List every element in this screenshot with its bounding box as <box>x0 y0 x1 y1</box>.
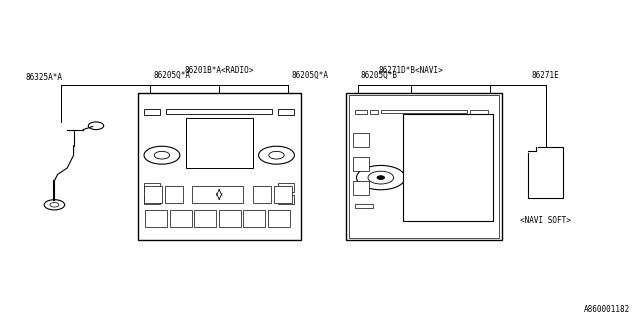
Text: 86205Q*B: 86205Q*B <box>360 71 397 80</box>
Bar <box>144 183 160 192</box>
Bar <box>144 186 162 203</box>
Bar <box>346 93 502 240</box>
Bar <box>349 95 499 238</box>
Bar <box>528 147 563 198</box>
Circle shape <box>154 151 170 159</box>
Bar <box>195 210 216 227</box>
Bar <box>268 210 290 227</box>
Bar <box>219 210 241 227</box>
Circle shape <box>144 146 180 164</box>
Circle shape <box>88 122 104 130</box>
Bar <box>278 109 294 115</box>
Bar <box>186 118 253 168</box>
Bar <box>144 195 160 204</box>
Text: 86205Q*A: 86205Q*A <box>291 71 328 80</box>
Bar <box>353 157 369 171</box>
Text: 86201B*A<RADIO>: 86201B*A<RADIO> <box>184 66 254 75</box>
Bar <box>166 109 272 114</box>
Text: 86271E: 86271E <box>532 71 559 80</box>
Bar <box>403 114 493 221</box>
Circle shape <box>269 151 284 159</box>
Bar <box>274 186 292 203</box>
Bar <box>145 210 167 227</box>
Bar <box>192 186 243 203</box>
Bar <box>278 195 294 204</box>
Bar <box>278 183 294 192</box>
Text: A860001182: A860001182 <box>584 305 630 314</box>
Bar <box>355 204 373 208</box>
Text: 86205Q*A: 86205Q*A <box>154 71 191 80</box>
Circle shape <box>50 203 59 207</box>
Bar <box>355 110 367 114</box>
Circle shape <box>377 176 385 180</box>
Bar <box>370 110 378 114</box>
Bar <box>381 110 467 113</box>
Circle shape <box>356 165 405 190</box>
Text: 86271D*B<NAVI>: 86271D*B<NAVI> <box>379 66 444 75</box>
Bar <box>144 109 160 115</box>
Text: 86325A*A: 86325A*A <box>26 73 63 82</box>
Bar <box>253 186 271 203</box>
Bar <box>470 110 488 114</box>
Bar <box>138 93 301 240</box>
Bar <box>353 181 369 195</box>
Circle shape <box>368 171 394 184</box>
Text: <NAVI SOFT>: <NAVI SOFT> <box>520 216 571 225</box>
Bar <box>353 133 369 147</box>
Bar <box>165 186 183 203</box>
Circle shape <box>44 200 65 210</box>
Circle shape <box>259 146 294 164</box>
Bar <box>170 210 192 227</box>
Bar <box>243 210 266 227</box>
